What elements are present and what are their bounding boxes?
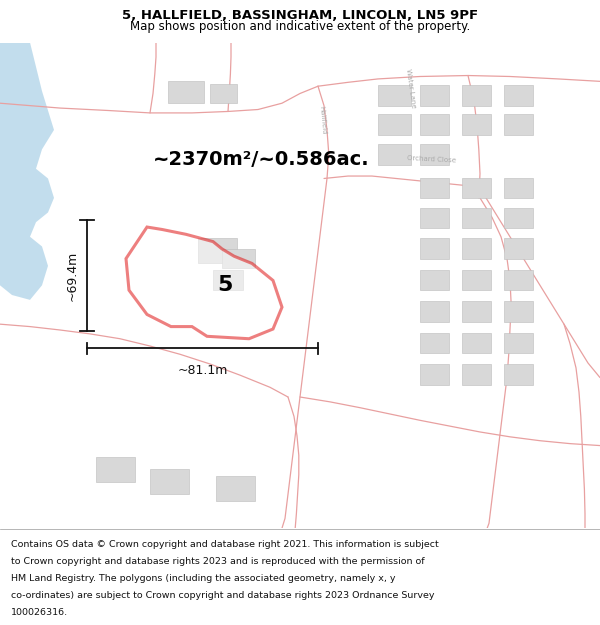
Bar	[462, 114, 491, 135]
Text: to Crown copyright and database rights 2023 and is reproduced with the permissio: to Crown copyright and database rights 2…	[11, 557, 424, 566]
Polygon shape	[0, 42, 54, 300]
Bar	[462, 238, 491, 259]
Bar	[210, 84, 237, 103]
Bar	[420, 85, 449, 106]
Bar	[504, 364, 533, 385]
Text: ~81.1m: ~81.1m	[178, 364, 227, 377]
Text: HM Land Registry. The polygons (including the associated geometry, namely x, y: HM Land Registry. The polygons (includin…	[11, 574, 395, 582]
Bar	[96, 457, 135, 482]
Bar	[504, 270, 533, 290]
Bar	[504, 333, 533, 353]
Text: 5: 5	[217, 274, 232, 294]
Bar	[168, 81, 204, 103]
Bar	[504, 114, 533, 135]
Text: Contains OS data © Crown copyright and database right 2021. This information is : Contains OS data © Crown copyright and d…	[11, 540, 439, 549]
Bar	[420, 144, 449, 165]
Bar	[462, 177, 491, 198]
Bar	[378, 144, 411, 165]
Text: 100026316.: 100026316.	[11, 608, 68, 616]
Bar	[222, 249, 255, 268]
Bar	[462, 208, 491, 228]
Text: Map shows position and indicative extent of the property.: Map shows position and indicative extent…	[130, 20, 470, 33]
Bar	[213, 270, 243, 290]
Bar	[420, 364, 449, 385]
Bar	[420, 238, 449, 259]
Bar	[462, 270, 491, 290]
Bar	[150, 469, 189, 494]
Bar	[420, 114, 449, 135]
Bar	[420, 270, 449, 290]
Bar	[462, 364, 491, 385]
Bar	[462, 333, 491, 353]
Bar	[198, 238, 237, 264]
Bar	[462, 301, 491, 322]
Bar	[420, 208, 449, 228]
Bar	[504, 208, 533, 228]
Bar	[504, 301, 533, 322]
Bar	[504, 85, 533, 106]
Polygon shape	[126, 227, 282, 339]
Text: Hallfield: Hallfield	[319, 106, 327, 135]
Bar	[462, 85, 491, 106]
Text: co-ordinates) are subject to Crown copyright and database rights 2023 Ordnance S: co-ordinates) are subject to Crown copyr…	[11, 591, 434, 599]
Text: ~69.4m: ~69.4m	[65, 251, 79, 301]
Bar	[504, 177, 533, 198]
Text: Water Lane: Water Lane	[405, 69, 417, 109]
Text: Orchard Close: Orchard Close	[407, 155, 457, 163]
Bar	[504, 238, 533, 259]
Bar	[420, 301, 449, 322]
Bar	[378, 114, 411, 135]
Text: 5, HALLFIELD, BASSINGHAM, LINCOLN, LN5 9PF: 5, HALLFIELD, BASSINGHAM, LINCOLN, LN5 9…	[122, 9, 478, 22]
Bar	[216, 476, 255, 501]
Bar	[420, 333, 449, 353]
Bar	[420, 177, 449, 198]
Text: ~2370m²/~0.586ac.: ~2370m²/~0.586ac.	[153, 149, 370, 169]
Bar	[378, 85, 411, 106]
